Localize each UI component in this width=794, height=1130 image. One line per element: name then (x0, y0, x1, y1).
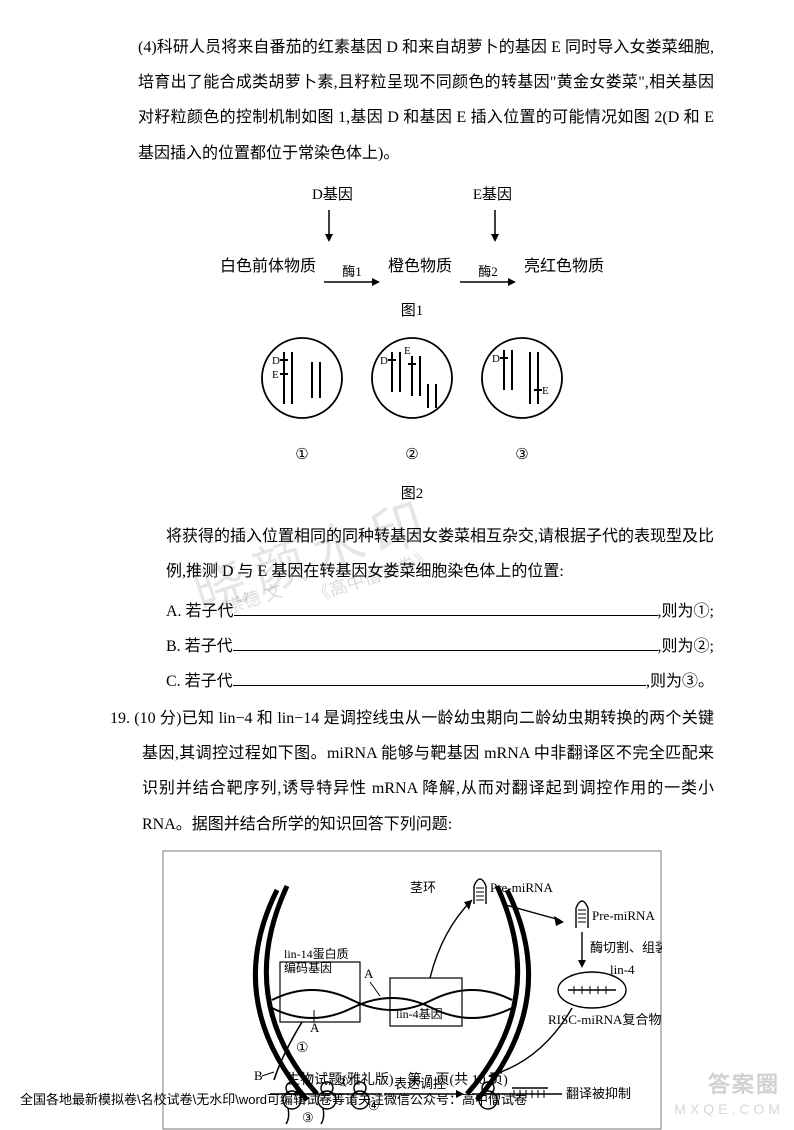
svg-text:D: D (380, 355, 388, 367)
blank-c[interactable] (233, 670, 646, 686)
lin4-label: lin-4 (610, 962, 635, 977)
fig2-caption: 图2 (110, 478, 714, 511)
label-A1: A (364, 966, 374, 981)
choice-b-post: ,则为②; (658, 629, 714, 664)
lin4-box-text: lin-4基因 (396, 1007, 443, 1021)
svg-text:E: E (542, 385, 549, 397)
footer-note: 全国各地最新模拟卷\名校试卷\无水印\word可编辑试卷等请关注微信公众号：高中… (20, 1086, 527, 1115)
svg-text:E: E (272, 369, 279, 381)
svg-text:D: D (272, 355, 280, 367)
svg-text:编码基因: 编码基因 (284, 960, 332, 975)
lin14-box-text: lin-14蛋白质 (284, 946, 349, 961)
choice-c: C. 若子代 ,则为③。 (110, 664, 714, 699)
fig1-caption: 图1 (110, 295, 714, 328)
label-A2: A (310, 1020, 320, 1035)
choice-a-pre: A. 若子代 (166, 594, 234, 629)
cell-1-icon: D E (258, 334, 346, 422)
q19-text: 19. (10 分)已知 lin−4 和 lin−14 是调控线虫从一龄幼虫期向… (110, 701, 714, 842)
blank-b[interactable] (233, 635, 658, 651)
enzyme2-label: 酶2 (478, 264, 498, 279)
white-precursor: 白色前体物质 (220, 249, 316, 284)
cross-description: 将获得的插入位置相同的同种转基因女娄菜相互杂交,请根据子代的表现型及比例,推测 … (110, 519, 714, 589)
arrow-down-icon (487, 208, 503, 244)
pre-mirna-1: Pre-miRNA (490, 880, 553, 895)
enzyme1-label: 酶1 (342, 264, 362, 279)
cut-label: 酶切割、组装 (590, 940, 662, 955)
blank-a[interactable] (234, 600, 658, 616)
orange-substance: 橙色物质 (388, 249, 452, 284)
corner-watermark-url: MXQE.COM (674, 1094, 784, 1125)
stemloop-label: 茎环 (410, 880, 436, 895)
q18-part4-text: (4)科研人员将来自番茄的红素基因 D 和来自胡萝卜的基因 E 同时导入女娄菜细… (110, 30, 714, 171)
svg-text:D: D (492, 353, 500, 365)
red-substance: 亮红色物质 (524, 249, 604, 284)
cell-2-icon: D E (368, 334, 456, 422)
choice-b: B. 若子代 ,则为②; (110, 629, 714, 664)
choice-a-post: ,则为①; (658, 594, 714, 629)
cell3-label: ③ (478, 439, 566, 472)
cell2-label: ② (368, 439, 456, 472)
choice-c-post: ,则为③。 (646, 664, 714, 699)
svg-text:E: E (404, 345, 411, 357)
cell-3-icon: D E (478, 334, 566, 422)
choice-b-pre: B. 若子代 (166, 629, 233, 664)
arrow-down-icon (321, 208, 337, 244)
cell1-label: ① (258, 439, 346, 472)
choice-a: A. 若子代 ,则为①; (110, 594, 714, 629)
circle1: ① (296, 1041, 309, 1056)
figure1: D基因 E基因 白色前体物质 酶1 橙色物质 酶2 亮红色物质 图1 D (110, 179, 714, 511)
pre-mirna-2: Pre-miRNA (592, 908, 655, 923)
figure2-cells: D E ① D E ② (110, 334, 714, 472)
choice-c-pre: C. 若子代 (166, 664, 233, 699)
